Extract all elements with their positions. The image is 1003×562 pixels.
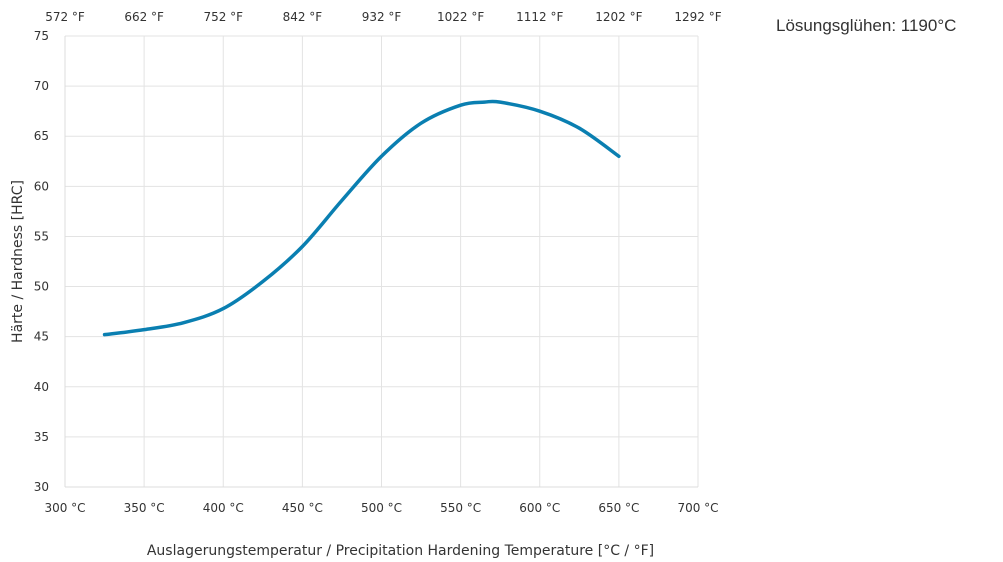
y-tick-label: 60 (34, 179, 49, 193)
y-tick-label: 50 (34, 280, 49, 294)
x2-tick-label: 752 °F (203, 10, 243, 24)
x2-tick-label: 572 °F (45, 10, 85, 24)
hardness-curve (102, 99, 621, 337)
x2-tick-label: 1202 °F (595, 10, 642, 24)
y-tick-label: 75 (34, 29, 49, 43)
y-tick-label: 35 (34, 430, 49, 444)
x-tick-label: 600 °C (519, 501, 560, 515)
y-tick-label: 55 (34, 229, 49, 243)
plot-frame (64, 36, 698, 488)
x-tick-label: 700 °C (677, 501, 718, 515)
y-tick-label: 70 (34, 79, 49, 93)
x2-tick-label: 1292 °F (674, 10, 721, 24)
y-tick-label: 30 (34, 480, 49, 494)
x2-tick-label: 1022 °F (437, 10, 484, 24)
y-tick-label: 65 (34, 129, 49, 143)
y-tick-label: 45 (34, 330, 49, 344)
x-tick-label: 400 °C (203, 501, 244, 515)
x-tick-label: 500 °C (361, 501, 402, 515)
x2-tick-label: 842 °F (283, 10, 323, 24)
x2-tick-label: 932 °F (362, 10, 402, 24)
x-axis-title: Auslagerungstemperatur / Precipitation H… (147, 543, 654, 559)
x-tick-label: 450 °C (282, 501, 323, 515)
y-tick-label: 40 (34, 380, 49, 394)
y-axis-title: Härte / Hardness [HRC] (10, 180, 26, 343)
y-axis-ticks: 30 35 40 45 50 55 60 65 70 75 (34, 29, 49, 494)
x-tick-label: 350 °C (124, 501, 165, 515)
annotation-solution-annealing: Lösungsglühen: 1190°C (776, 16, 957, 35)
x-tick-label: 550 °C (440, 501, 481, 515)
x-axis-ticks: 300 °C 350 °C 400 °C 450 °C 500 °C 550 °C 600 … (44, 501, 718, 515)
series-layer (102, 99, 621, 337)
x2-tick-label: 662 °F (124, 10, 164, 24)
x-tick-label: 300 °C (44, 501, 85, 515)
grid (64, 35, 699, 488)
x2-axis-ticks: 572 °F 662 °F 752 °F 842 °F 932 °F 1022 °F 111… (45, 10, 722, 24)
x2-tick-label: 1112 °F (516, 10, 563, 24)
x-tick-label: 650 °C (598, 501, 639, 515)
